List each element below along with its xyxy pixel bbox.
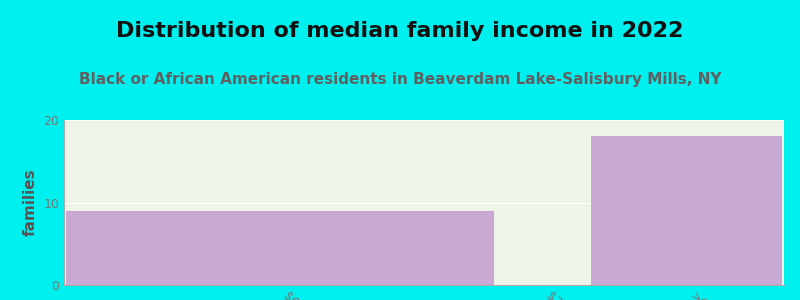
Bar	[591, 136, 782, 285]
Text: Distribution of median family income in 2022: Distribution of median family income in …	[116, 21, 684, 41]
Bar	[66, 211, 494, 285]
Text: Black or African American residents in Beaverdam Lake-Salisbury Mills, NY: Black or African American residents in B…	[78, 72, 722, 87]
Y-axis label: families: families	[22, 169, 38, 236]
